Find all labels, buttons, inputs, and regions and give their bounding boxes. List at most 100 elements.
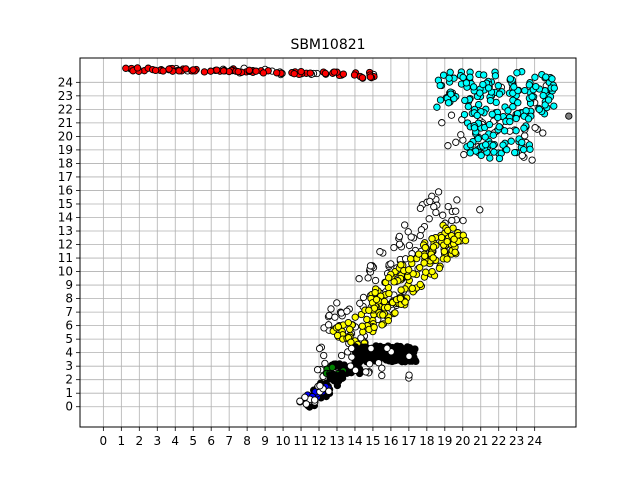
- data-point-white: [405, 371, 413, 379]
- data-point-white: [347, 344, 356, 353]
- data-point-yellow: [351, 313, 359, 321]
- data-point-black: [380, 350, 388, 358]
- data-point-yellow: [397, 261, 405, 269]
- data-point-yellow: [334, 323, 342, 331]
- data-point-white: [351, 366, 360, 374]
- data-point-yellow: [363, 315, 371, 324]
- data-point-red: [321, 69, 330, 78]
- data-point-black: [391, 356, 400, 365]
- y-tick-label: 13: [58, 224, 73, 238]
- data-point-black: [398, 348, 406, 356]
- data-point-white: [296, 397, 304, 405]
- data-point-cyan: [512, 127, 520, 135]
- data-point-white: [417, 226, 426, 234]
- data-point-cyan: [506, 75, 515, 83]
- data-point-white: [325, 387, 333, 395]
- data-point-cyan: [507, 137, 515, 145]
- data-point-cyan: [500, 127, 509, 135]
- data-point-white: [311, 396, 319, 404]
- data-point-white: [324, 321, 333, 329]
- data-point-white: [327, 305, 335, 313]
- data-point-white: [539, 129, 547, 137]
- data-point-white: [434, 188, 443, 196]
- y-tick-label: 10: [58, 265, 73, 279]
- data-point-white: [453, 196, 461, 204]
- y-tick-label: 22: [58, 102, 73, 116]
- data-point-yellow: [384, 303, 392, 312]
- data-point-red: [189, 66, 197, 74]
- data-point-cyan: [521, 86, 529, 95]
- data-point-cyan: [485, 120, 494, 129]
- data-point-red: [213, 66, 221, 74]
- x-tick-label: 10: [275, 434, 290, 448]
- data-point-red: [200, 68, 209, 76]
- data-point-yellow: [428, 267, 436, 276]
- data-point-cyan: [531, 73, 539, 81]
- data-point-white: [355, 275, 363, 283]
- data-point-cyan: [519, 145, 528, 154]
- data-point-red: [159, 67, 167, 75]
- x-tick-label: 11: [293, 434, 308, 448]
- data-point-yellow: [420, 259, 428, 267]
- data-point-cyan: [532, 82, 540, 91]
- data-point-red: [330, 68, 338, 76]
- data-point-yellow: [391, 309, 399, 317]
- y-tick-label: 12: [58, 238, 73, 252]
- data-point-white: [405, 352, 413, 360]
- data-point-yellow: [415, 250, 423, 258]
- data-point-white: [460, 150, 468, 159]
- data-point-cyan: [466, 141, 475, 149]
- data-point-cyan: [490, 148, 498, 156]
- data-point-cyan: [460, 110, 469, 119]
- data-point-cyan: [488, 110, 496, 118]
- data-point-green: [328, 363, 336, 372]
- data-point-white: [348, 353, 356, 361]
- data-point-cyan: [436, 96, 445, 104]
- data-point-white: [439, 211, 447, 219]
- data-point-black: [374, 350, 382, 358]
- data-point-red: [252, 67, 260, 75]
- data-point-yellow: [429, 254, 437, 262]
- y-tick-label: 18: [58, 156, 73, 170]
- data-point-cyan: [499, 141, 507, 149]
- y-tick-label: 9: [65, 278, 73, 292]
- data-point-cyan: [466, 73, 474, 81]
- y-tick-label: 0: [65, 400, 73, 414]
- data-point-cyan: [479, 80, 487, 89]
- data-point-yellow: [371, 288, 379, 297]
- data-point-white: [416, 231, 424, 240]
- data-point-cyan: [503, 146, 511, 154]
- data-point-yellow: [428, 235, 436, 243]
- data-point-red: [297, 67, 305, 76]
- data-point-yellow: [435, 264, 444, 272]
- data-point-cyan: [480, 71, 488, 79]
- data-point-red: [207, 67, 215, 75]
- data-point-cyan: [524, 115, 533, 123]
- data-point-white: [378, 371, 386, 380]
- x-tick-label: 1: [118, 434, 126, 448]
- data-point-cyan: [494, 113, 502, 122]
- data-point-black: [355, 351, 363, 359]
- y-tick-label: 7: [65, 305, 73, 319]
- x-tick-label: 19: [437, 434, 452, 448]
- x-tick-label: 17: [401, 434, 416, 448]
- data-point-yellow: [379, 311, 387, 319]
- data-point-yellow: [365, 306, 373, 314]
- data-point-cyan: [470, 124, 479, 132]
- data-point-white: [315, 344, 324, 353]
- data-point-cyan: [526, 145, 534, 153]
- x-tick-label: 20: [455, 434, 470, 448]
- data-point-white: [362, 368, 370, 376]
- x-tick-label: 23: [509, 434, 524, 448]
- data-point-red: [219, 67, 228, 75]
- data-point-yellow: [437, 233, 446, 242]
- x-tick-label: 15: [365, 434, 380, 448]
- data-point-white: [364, 274, 372, 282]
- data-point-cyan: [535, 105, 543, 114]
- data-point-cyan: [486, 154, 494, 162]
- data-point-cyan: [464, 102, 472, 111]
- data-point-cyan: [548, 75, 556, 83]
- data-point-cyan: [514, 99, 522, 107]
- data-point-cyan: [512, 114, 520, 123]
- data-point-yellow: [422, 268, 430, 276]
